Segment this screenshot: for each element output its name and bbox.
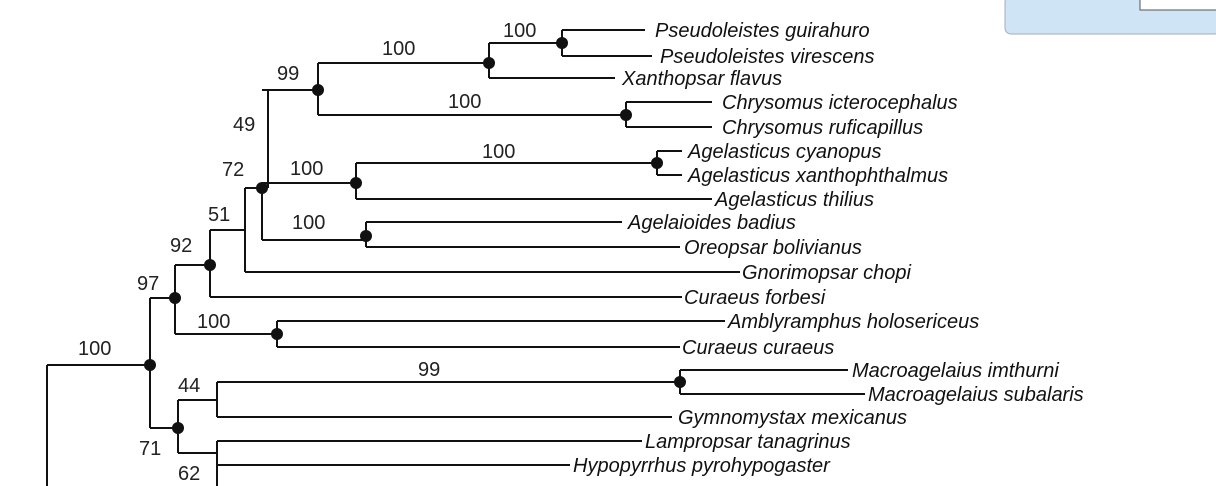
support-value: 100 <box>503 20 536 42</box>
support-value: 100 <box>197 311 230 333</box>
support-value: 99 <box>277 63 299 85</box>
support-value: 99 <box>418 359 440 381</box>
taxon-label: Oreopsar bolivianus <box>684 237 862 259</box>
taxon-label: Gnorimopsar chopi <box>742 262 912 284</box>
support-value: 92 <box>170 235 192 257</box>
support-value: 100 <box>292 212 325 234</box>
node-dots <box>144 37 686 434</box>
taxon-label: Curaeus curaeus <box>682 337 834 359</box>
support-value: 100 <box>290 158 323 180</box>
taxon-label: Lampropsar tanagrinus <box>645 431 851 453</box>
taxon-label: Xanthopsar flavus <box>621 68 782 90</box>
taxon-label: Chrysomus icterocephalus <box>722 92 958 114</box>
support-value: 100 <box>482 141 515 163</box>
taxon-label: Macroagelaius imthurni <box>852 360 1059 382</box>
support-value: 49 <box>233 114 255 136</box>
support-value: 44 <box>178 375 200 397</box>
taxon-label: Pseudoleistes virescens <box>660 46 875 68</box>
support-value: 72 <box>222 159 244 181</box>
taxon-label: Curaeus forbesi <box>684 287 826 309</box>
taxon-label: Agelasticus thilius <box>714 189 874 211</box>
taxon-label: Gymnomystax mexicanus <box>678 407 907 429</box>
support-value: 51 <box>208 204 230 226</box>
taxon-label: Chrysomus ruficapillus <box>722 117 923 139</box>
support-value: 100 <box>78 338 111 360</box>
support-value: 71 <box>139 438 161 460</box>
taxon-label: Agelasticus cyanopus <box>687 141 881 163</box>
taxon-label: Pseudoleistes guirahuro <box>655 20 870 42</box>
branches <box>46 29 865 486</box>
taxon-label: Agelaioides badius <box>627 212 796 234</box>
taxon-label: Hypopyrrhus pyrohypogaster <box>573 455 831 477</box>
support-value: 100 <box>382 38 415 60</box>
support-value: 97 <box>137 273 159 295</box>
taxon-label: Agelasticus xanthophthalmus <box>687 165 948 187</box>
support-value: 100 <box>448 91 481 113</box>
support-value: 62 <box>178 463 200 485</box>
overlay-inner <box>1139 0 1216 11</box>
taxon-label: Macroagelaius subalaris <box>868 384 1084 406</box>
taxon-label: Amblyramphus holosericeus <box>727 311 979 333</box>
